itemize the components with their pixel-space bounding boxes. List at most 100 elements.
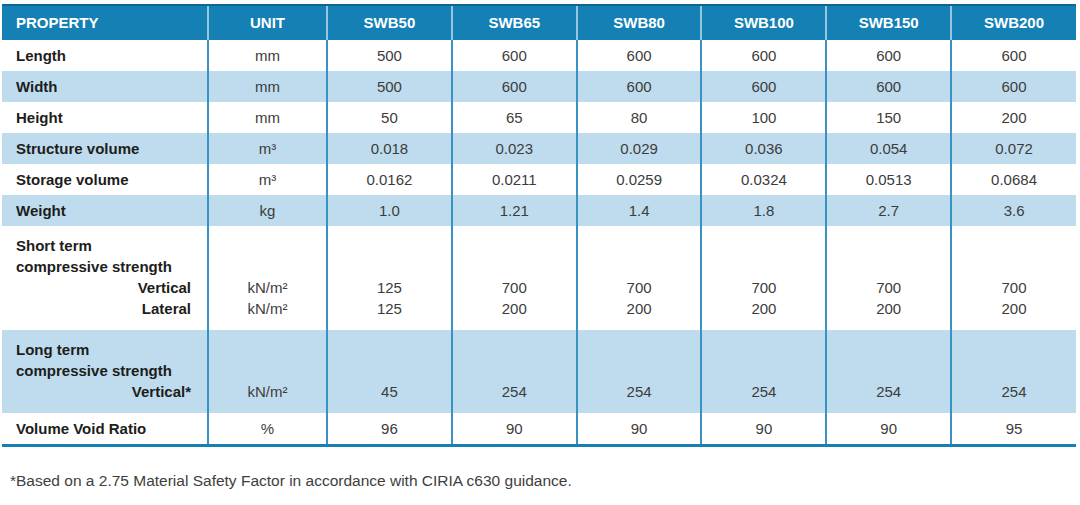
unit-cell: m³: [208, 164, 327, 195]
table-cell: 1.21: [452, 195, 577, 226]
unit-cell: mm: [208, 71, 327, 102]
value-lateral: 200: [704, 298, 823, 319]
row-label-volume-void-ratio: Volume Void Ratio: [2, 413, 208, 446]
table-cell: 700 200: [701, 226, 826, 330]
table-cell: 1.8: [701, 195, 826, 226]
table-row-height: Height mm 50 65 80 100 150 200: [2, 102, 1076, 133]
short-term-title-line2: compressive strength: [16, 256, 201, 277]
table-cell: 0.0211: [452, 164, 577, 195]
value-vertical: 254: [829, 381, 948, 402]
column-header-swb100: SWB100: [701, 5, 826, 40]
table-row-weight: Weight kg 1.0 1.21 1.4 1.8 2.7 3.6: [2, 195, 1076, 226]
row-label-height: Height: [2, 102, 208, 133]
table-cell: 0.0513: [826, 164, 951, 195]
table-cell: 600: [701, 40, 826, 71]
value-vertical: 700: [829, 277, 948, 298]
table-cell: 0.036: [701, 133, 826, 164]
table-cell: 150: [826, 102, 951, 133]
table-cell: 700 200: [577, 226, 702, 330]
row-label-storage-volume: Storage volume: [2, 164, 208, 195]
short-term-title-line1: Short term: [16, 235, 201, 256]
table-cell: 0.0259: [577, 164, 702, 195]
table-cell: 600: [577, 71, 702, 102]
footnote-text: *Based on a 2.75 Material Safety Factor …: [10, 472, 1080, 490]
value-lateral: 200: [455, 298, 574, 319]
unit-cell: kN/m²: [208, 330, 327, 413]
table-cell: 600: [951, 40, 1076, 71]
table-cell: 125 125: [327, 226, 452, 330]
table-cell: 0.0684: [951, 164, 1076, 195]
value-lateral: 200: [829, 298, 948, 319]
value-vertical: 254: [954, 381, 1074, 402]
table-cell: 600: [951, 71, 1076, 102]
table-cell: 90: [826, 413, 951, 446]
unit-cell: m³: [208, 133, 327, 164]
unit-cell: mm: [208, 40, 327, 71]
table-cell: 65: [452, 102, 577, 133]
table-cell: 600: [577, 40, 702, 71]
table-cell: 700 200: [452, 226, 577, 330]
table-row-volume-void-ratio: Volume Void Ratio % 96 90 90 90 90 95: [2, 413, 1076, 446]
table-cell: 100: [701, 102, 826, 133]
unit-cell: %: [208, 413, 327, 446]
row-label-short-term-strength: Short term compressive strength Vertical…: [2, 226, 208, 330]
long-term-title-line2: compressive strength: [16, 360, 201, 381]
table-cell: 200: [951, 102, 1076, 133]
value-vertical: 700: [704, 277, 823, 298]
table-cell: 600: [452, 40, 577, 71]
table-cell: 90: [577, 413, 702, 446]
table-cell: 2.7: [826, 195, 951, 226]
value-lateral: 200: [954, 298, 1074, 319]
table-cell: 254: [701, 330, 826, 413]
value-vertical: 254: [455, 381, 574, 402]
table-cell: 0.023: [452, 133, 577, 164]
row-label-weight: Weight: [2, 195, 208, 226]
table-cell: 600: [452, 71, 577, 102]
table-cell: 0.0162: [327, 164, 452, 195]
column-header-property: PROPERTY: [2, 5, 208, 40]
value-vertical: 700: [455, 277, 574, 298]
table-cell: 90: [701, 413, 826, 446]
column-header-swb200: SWB200: [951, 5, 1076, 40]
table-cell: 254: [577, 330, 702, 413]
long-term-sub-label-vertical: Vertical*: [16, 381, 201, 402]
value-vertical: 700: [580, 277, 699, 298]
value-vertical: 254: [580, 381, 699, 402]
table-cell: 254: [452, 330, 577, 413]
row-label-structure-volume: Structure volume: [2, 133, 208, 164]
table-cell: 500: [327, 40, 452, 71]
value-vertical: 700: [954, 277, 1074, 298]
table-row-length: Length mm 500 600 600 600 600 600: [2, 40, 1076, 71]
table-cell: 0.029: [577, 133, 702, 164]
table-cell: 700 200: [826, 226, 951, 330]
table-cell: 254: [951, 330, 1076, 413]
table-cell: 45: [327, 330, 452, 413]
table-cell: 600: [826, 71, 951, 102]
table-cell: 0.054: [826, 133, 951, 164]
unit-label: kN/m²: [211, 381, 324, 402]
table-cell: 50: [327, 102, 452, 133]
table-cell: 600: [701, 71, 826, 102]
row-label-length: Length: [2, 40, 208, 71]
row-label-width: Width: [2, 71, 208, 102]
table-cell: 96: [327, 413, 452, 446]
unit-cell: mm: [208, 102, 327, 133]
unit-label: kN/m²: [211, 298, 324, 319]
table-row-width: Width mm 500 600 600 600 600 600: [2, 71, 1076, 102]
table-cell: 3.6: [951, 195, 1076, 226]
value-vertical: 254: [704, 381, 823, 402]
table-header-row: PROPERTY UNIT SWB50 SWB65 SWB80 SWB100 S…: [2, 5, 1076, 40]
table-cell: 0.072: [951, 133, 1076, 164]
value-vertical: 125: [330, 277, 449, 298]
unit-label: kN/m²: [211, 277, 324, 298]
table-cell: 0.018: [327, 133, 452, 164]
value-lateral: 200: [580, 298, 699, 319]
column-header-unit: UNIT: [208, 5, 327, 40]
table-row-long-term-strength: Long term compressive strength Vertical*…: [2, 330, 1076, 413]
table-cell: 1.0: [327, 195, 452, 226]
spec-table-container: PROPERTY UNIT SWB50 SWB65 SWB80 SWB100 S…: [0, 0, 1080, 447]
table-cell: 700 200: [951, 226, 1076, 330]
table-cell: 600: [826, 40, 951, 71]
table-row-storage-volume: Storage volume m³ 0.0162 0.0211 0.0259 0…: [2, 164, 1076, 195]
table-row-structure-volume: Structure volume m³ 0.018 0.023 0.029 0.…: [2, 133, 1076, 164]
